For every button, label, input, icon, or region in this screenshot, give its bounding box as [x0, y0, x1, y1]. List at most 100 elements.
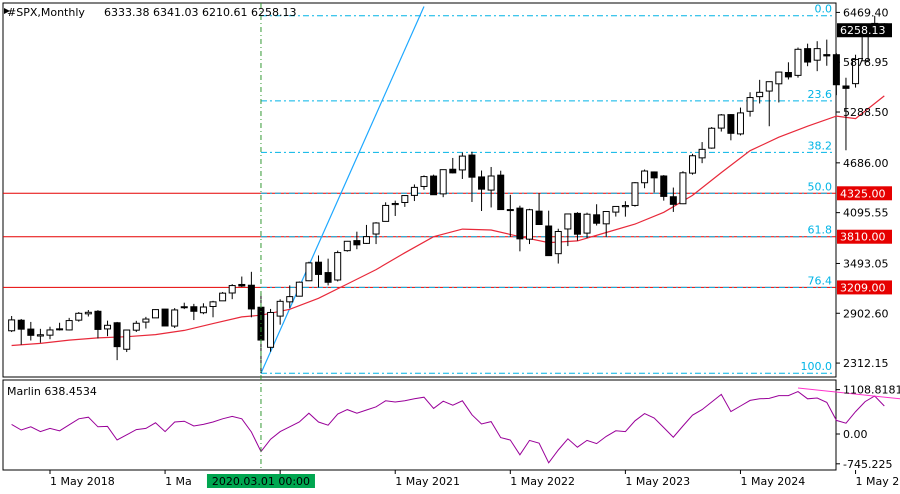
- candle-body: [593, 214, 601, 224]
- candle: [468, 151, 476, 202]
- symbol-menu-arrow-icon[interactable]: [4, 8, 10, 14]
- trend-line: [260, 6, 425, 374]
- candle: [545, 210, 553, 257]
- candle: [516, 205, 524, 252]
- candle-body: [267, 311, 275, 348]
- candle-body: [161, 308, 169, 327]
- candle-body: [276, 300, 284, 317]
- price-axis-label: 5288.50: [843, 106, 889, 119]
- indicator-pane-frame: [2, 379, 837, 471]
- candle-body: [305, 262, 313, 282]
- candle-body: [525, 209, 533, 240]
- time-axis-label: 1 May 2025: [856, 475, 900, 488]
- candle-body: [343, 240, 351, 252]
- candle-body: [123, 329, 131, 350]
- candle: [439, 169, 447, 198]
- oscillator-axis-label: 0.00: [843, 428, 868, 441]
- candle: [238, 276, 246, 288]
- candle-body: [36, 334, 44, 337]
- candle-body: [180, 306, 188, 309]
- candle-body: [746, 97, 754, 112]
- price-axis-label: 5878.95: [843, 56, 889, 69]
- fib-level-label: 61.8: [808, 224, 833, 237]
- candle: [276, 299, 284, 325]
- candle: [804, 43, 812, 67]
- candle: [56, 322, 64, 331]
- time-axis-label: 1 May 2018: [50, 475, 115, 488]
- candle: [410, 184, 418, 202]
- candle: [813, 41, 821, 72]
- candle-body: [631, 182, 639, 206]
- candle-body: [401, 195, 409, 203]
- fib-level-label: 0.0: [815, 3, 833, 16]
- candle-body: [612, 205, 620, 213]
- candle: [679, 171, 687, 205]
- candle-body: [132, 322, 140, 331]
- candle: [593, 204, 601, 226]
- candle: [123, 329, 131, 353]
- candle: [353, 231, 361, 250]
- candle: [8, 316, 16, 333]
- candle: [478, 170, 486, 212]
- candle: [717, 114, 725, 132]
- candle: [641, 169, 649, 189]
- candle: [823, 39, 831, 66]
- candle: [602, 211, 610, 237]
- candle: [583, 212, 591, 239]
- candle: [660, 175, 668, 201]
- candle: [765, 81, 773, 127]
- candle: [449, 157, 457, 174]
- candle-body: [497, 174, 505, 211]
- candle-body: [56, 328, 64, 331]
- candle: [84, 310, 92, 317]
- candle: [420, 175, 428, 190]
- candle: [171, 308, 179, 328]
- candle-body: [439, 169, 447, 195]
- candle-body: [717, 114, 725, 129]
- candle: [669, 187, 677, 212]
- chart-ohlc-label: 6333.38 6341.03 6210.61 6258.13: [104, 6, 296, 19]
- candle-body: [679, 172, 687, 205]
- candle: [401, 195, 409, 207]
- candle-body: [689, 155, 697, 174]
- axis-layer: 6258.13 6469.40 5878.95 5288.50 4686.00 4095.…: [49, 6, 900, 488]
- candle-body: [650, 171, 658, 179]
- oscillator-line: [11, 391, 885, 464]
- chart-symbol-label: #SPX,Monthly: [7, 6, 85, 19]
- time-axis-label: 1 Ma: [165, 475, 192, 488]
- candle: [852, 54, 860, 88]
- candle: [794, 47, 802, 78]
- candle-body: [573, 212, 581, 235]
- candle-body: [813, 48, 821, 61]
- candle: [487, 166, 495, 208]
- fib-level-label: 23.6: [808, 88, 833, 101]
- fib-level-label: 100.0: [801, 360, 833, 373]
- candle: [736, 107, 744, 136]
- candle: [190, 303, 198, 321]
- candle-body: [382, 204, 390, 222]
- candle-body: [75, 312, 83, 321]
- candle: [391, 200, 399, 216]
- moving-average-layer: [11, 95, 885, 347]
- candle-body: [669, 196, 677, 205]
- candle-body: [295, 281, 303, 297]
- main-pane-frame: [2, 2, 837, 378]
- candle: [180, 302, 188, 310]
- candle: [708, 126, 716, 149]
- candle: [650, 171, 658, 193]
- candle: [295, 281, 303, 297]
- fib-level-label: 76.4: [808, 274, 833, 287]
- current-price-tag: [837, 23, 892, 38]
- time-axis-label: 1 May 2022: [510, 475, 575, 488]
- candle: [151, 309, 159, 319]
- candle: [612, 205, 620, 217]
- candle: [756, 79, 764, 104]
- oscillator-axis-label: 1108.8181: [843, 384, 900, 397]
- candle: [842, 77, 850, 151]
- candle: [286, 285, 294, 308]
- candle-body: [286, 296, 294, 303]
- level-price-label: 3209.00: [840, 281, 886, 294]
- price-axis-label: 3493.05: [843, 257, 889, 270]
- candle-body: [94, 310, 102, 330]
